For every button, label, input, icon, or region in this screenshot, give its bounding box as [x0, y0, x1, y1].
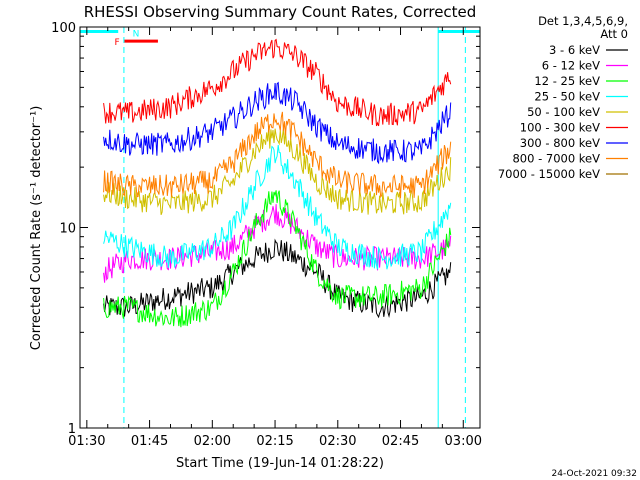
chart-title: RHESSI Observing Summary Count Rates, Co…: [84, 3, 477, 21]
series-line-2: [103, 190, 452, 328]
y-tick-label: 100: [51, 21, 76, 36]
legend-label: 300 - 800 keV: [520, 136, 600, 150]
y-tick-label: 1: [68, 422, 76, 437]
x-axis-label: Start Time (19-Jun-14 01:28:22): [176, 456, 384, 471]
x-tick-label: 03:00: [445, 434, 482, 449]
x-tick-label: 02:45: [382, 434, 419, 449]
footer-date: 24-Oct-2021 09:32: [552, 469, 637, 479]
series-line-3: [103, 145, 452, 270]
legend-header-line: Att 0: [600, 27, 628, 41]
x-tick-label: 01:30: [68, 434, 105, 449]
series-line-6: [103, 81, 452, 165]
series-line-4: [103, 125, 452, 215]
series-line-7: [103, 111, 452, 199]
legend-label: 6 - 12 keV: [542, 59, 600, 73]
x-tick-label: 01:45: [131, 434, 168, 449]
legend-label: 7000 - 15000 keV: [498, 167, 600, 181]
legend-label: 25 - 50 keV: [534, 90, 600, 104]
legend-header: Det 1,3,4,5,6,9,Att 0: [538, 14, 628, 41]
series-line-5: [103, 38, 452, 127]
x-tick-label: 02:00: [194, 434, 231, 449]
legend-label: 800 - 7000 keV: [512, 152, 600, 166]
plot-frame: [79, 26, 481, 429]
series-line-1: [103, 204, 452, 283]
y-tick-label: 10: [59, 222, 76, 237]
flag-label: F: [114, 38, 119, 48]
axes-layer: 01:30 01:45 02:00 02:15 02:30 02:45 03:00 1 10 10…: [51, 21, 482, 449]
x-tick-label: 02:30: [319, 434, 356, 449]
legend-header-line: Det 1,3,4,5,6,9,: [538, 14, 628, 28]
flag-label: N: [133, 29, 140, 39]
y-axis-label: Corrected Count Rate (s⁻¹ detector⁻¹): [29, 106, 44, 351]
x-tick-label: 02:15: [256, 434, 293, 449]
markers-layer: FN: [80, 27, 480, 428]
legend-label: 3 - 6 keV: [549, 43, 600, 57]
series-line-0: [103, 238, 452, 319]
series-layer: [103, 38, 452, 328]
legend-label: 50 - 100 keV: [527, 105, 600, 119]
legend-label: 12 - 25 keV: [534, 74, 600, 88]
legend-label: 100 - 300 keV: [520, 121, 600, 135]
